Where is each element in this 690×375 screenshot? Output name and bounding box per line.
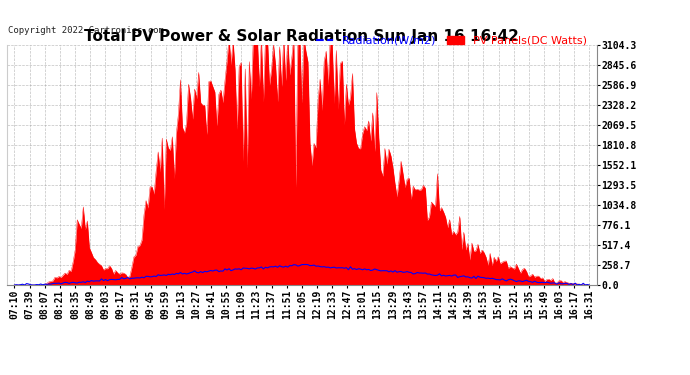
Text: Copyright 2022 Cartronics.com: Copyright 2022 Cartronics.com (8, 26, 164, 35)
Legend: Radiation(W/m2), PV Panels(DC Watts): Radiation(W/m2), PV Panels(DC Watts) (312, 32, 591, 50)
Title: Total PV Power & Solar Radiation Sun Jan 16 16:42: Total PV Power & Solar Radiation Sun Jan… (84, 29, 520, 44)
